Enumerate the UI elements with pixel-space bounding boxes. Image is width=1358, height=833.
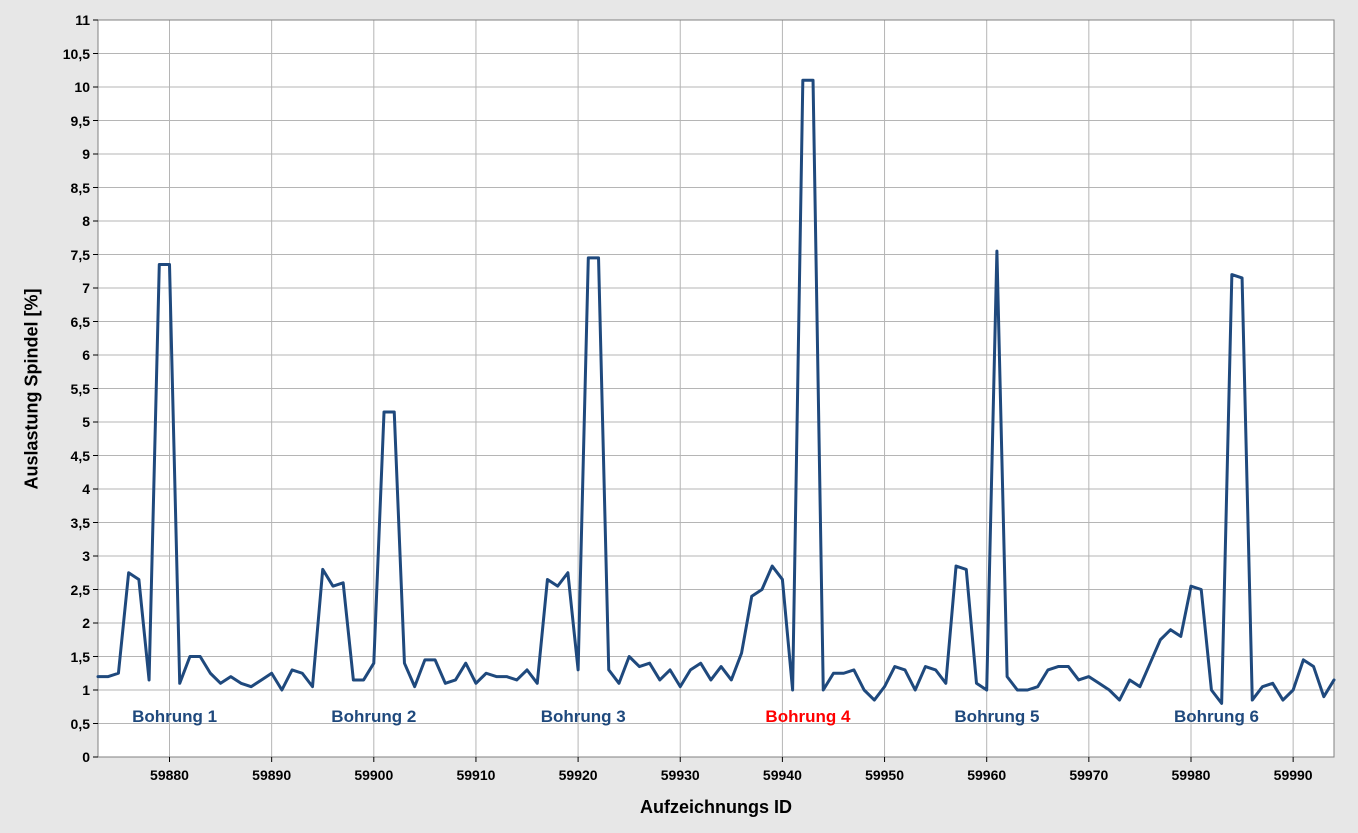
chart-overlay: 0 0,5 1 1,5 2 2,5 3 3,5 4 4,5 5 5,5 6 6,5 7 7,5 8 8,5 9 9,5… xyxy=(0,0,1358,833)
y-tick-label: 3,5 xyxy=(71,515,90,531)
y-tick-label: 9 xyxy=(82,146,90,162)
y-tick-label: 2 xyxy=(82,615,90,631)
y-tick-label: 3 xyxy=(82,548,90,564)
y-tick-label: 5 xyxy=(82,414,90,430)
x-tick-label: 59950 xyxy=(865,767,904,783)
x-tick-label: 59980 xyxy=(1172,767,1211,783)
y-tick-label: 1,5 xyxy=(71,649,90,665)
y-tick-label: 8 xyxy=(82,213,90,229)
x-tick-label: 59990 xyxy=(1274,767,1313,783)
y-tick-label: 10 xyxy=(74,79,90,95)
annotation-label: Bohrung 1 xyxy=(132,707,217,727)
x-tick-label: 59970 xyxy=(1069,767,1108,783)
y-tick-label: 2,5 xyxy=(71,582,90,598)
x-tick-label: 59930 xyxy=(661,767,700,783)
y-tick-label: 11 xyxy=(75,12,90,28)
x-tick-label: 59910 xyxy=(456,767,495,783)
annotation-label: Bohrung 6 xyxy=(1174,707,1259,727)
annotation-label: Bohrung 5 xyxy=(954,707,1039,727)
chart-container: 0 0,5 1 1,5 2 2,5 3 3,5 4 4,5 5 5,5 6 6,5 7 7,5 8 8,5 9 9,5… xyxy=(0,0,1358,833)
x-tick-label: 59900 xyxy=(354,767,393,783)
y-tick-label: 10,5 xyxy=(63,46,90,62)
y-tick-label: 4,5 xyxy=(71,448,90,464)
y-tick-label: 4 xyxy=(82,481,90,497)
y-tick-label: 6 xyxy=(82,347,90,363)
y-tick-label: 6,5 xyxy=(71,314,90,330)
y-tick-label: 7,5 xyxy=(71,247,90,263)
y-axis-label: Auslastung Spindel [%] xyxy=(22,288,43,489)
y-tick-label: 1 xyxy=(82,682,90,698)
y-tick-label: 5,5 xyxy=(71,381,90,397)
annotation-label: Bohrung 4 xyxy=(765,707,850,727)
y-tick-label: 0,5 xyxy=(71,716,90,732)
x-tick-label: 59920 xyxy=(559,767,598,783)
y-tick-label: 8,5 xyxy=(71,180,90,196)
y-tick-label: 7 xyxy=(82,280,90,296)
x-tick-label: 59890 xyxy=(252,767,291,783)
x-axis-label: Aufzeichnungs ID xyxy=(640,797,792,818)
x-tick-label: 59960 xyxy=(967,767,1006,783)
y-tick-label: 0 xyxy=(82,749,90,765)
x-tick-label: 59940 xyxy=(763,767,802,783)
y-tick-label: 9,5 xyxy=(71,113,90,129)
annotation-label: Bohrung 3 xyxy=(541,707,626,727)
annotation-label: Bohrung 2 xyxy=(331,707,416,727)
x-tick-label: 59880 xyxy=(150,767,189,783)
